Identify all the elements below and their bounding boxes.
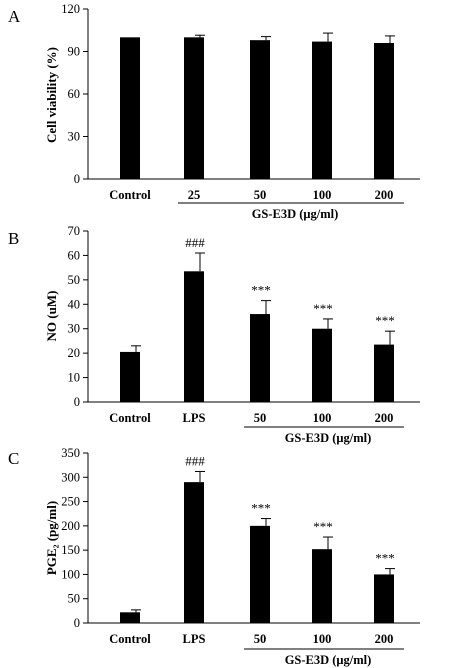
chart-panel-a: A 0 30 60 90 120 Cell viability (%) Control 25 50… <box>8 2 420 221</box>
bar <box>184 482 204 623</box>
bar <box>312 41 332 180</box>
y-tick-label: 0 <box>74 616 80 630</box>
y-tick-label: 30 <box>68 130 81 144</box>
y-tick-label: 90 <box>68 45 81 59</box>
x-tick-label: 200 <box>375 411 394 425</box>
y-tick-label: 50 <box>68 273 81 287</box>
y-tick-label: 350 <box>61 446 80 460</box>
y-tick-label: 0 <box>74 172 80 186</box>
group-label: GS-E3D (μg/ml) <box>285 431 372 445</box>
x-tick-label: Control <box>109 632 151 646</box>
y-tick-label: 30 <box>68 322 81 336</box>
y-tick-label: 20 <box>68 346 81 360</box>
bar <box>312 328 332 402</box>
y-tick-label: 10 <box>68 371 81 385</box>
panel-letter: B <box>8 229 19 248</box>
y-axis-label: PGE₂ (pg/ml) <box>44 501 59 575</box>
x-tick-label: 100 <box>313 188 332 202</box>
significance-label: *** <box>375 313 395 328</box>
x-tick-label: LPS <box>183 411 206 425</box>
panel-letter: C <box>8 449 19 468</box>
bar <box>120 37 140 180</box>
x-tick-label: Control <box>109 188 151 202</box>
x-tick-label: 200 <box>375 632 394 646</box>
x-tick-label: 100 <box>313 411 332 425</box>
bar <box>250 314 270 402</box>
y-tick-label: 200 <box>61 519 80 533</box>
x-tick-label: 25 <box>188 188 201 202</box>
group-label: GS-E3D (μg/ml) <box>285 653 372 667</box>
chart-panel-c: C 0 50 100 150 200 250 300 350 PGE₂ (pg/ml) Contro… <box>8 446 420 667</box>
x-tick-label: 50 <box>254 632 267 646</box>
y-tick-label: 250 <box>61 495 80 509</box>
y-tick-label: 150 <box>61 543 80 557</box>
bar <box>184 271 204 402</box>
y-axis-label: Cell viability (%) <box>44 47 59 143</box>
y-tick-label: 0 <box>74 395 80 409</box>
bar <box>120 612 140 623</box>
y-axis-label: NO (uM) <box>44 291 59 342</box>
y-tick-label: 50 <box>68 592 81 606</box>
significance-label: *** <box>313 519 333 534</box>
chart-panel-b: B 0 10 20 30 40 50 60 70 NO (uM) Control ### LPS *** 5… <box>8 224 420 445</box>
significance-label: *** <box>251 501 271 516</box>
x-tick-label: 100 <box>313 632 332 646</box>
bar <box>250 40 270 179</box>
y-tick-label: 120 <box>61 2 80 16</box>
significance-label: ### <box>185 453 205 468</box>
panel-letter: A <box>8 7 21 26</box>
bar <box>374 574 394 623</box>
y-tick-label: 70 <box>68 224 81 238</box>
x-tick-label: 200 <box>375 188 394 202</box>
bar <box>250 525 270 623</box>
y-tick-label: 60 <box>68 87 81 101</box>
bar <box>312 549 332 623</box>
y-tick-label: 40 <box>68 297 81 311</box>
x-tick-label: LPS <box>183 632 206 646</box>
y-tick-label: 300 <box>61 470 80 484</box>
x-tick-label: Control <box>109 411 151 425</box>
bar <box>374 344 394 402</box>
bar <box>120 351 140 402</box>
significance-label: *** <box>313 301 333 316</box>
bar <box>374 43 394 179</box>
significance-label: *** <box>251 283 271 298</box>
significance-label: *** <box>375 551 395 566</box>
y-tick-label: 60 <box>68 248 81 262</box>
significance-label: ### <box>185 235 205 250</box>
x-tick-label: 50 <box>254 188 267 202</box>
bar <box>184 37 204 180</box>
x-tick-label: 50 <box>254 411 267 425</box>
group-label: GS-E3D (μg/ml) <box>252 207 339 221</box>
y-tick-label: 100 <box>61 567 80 581</box>
